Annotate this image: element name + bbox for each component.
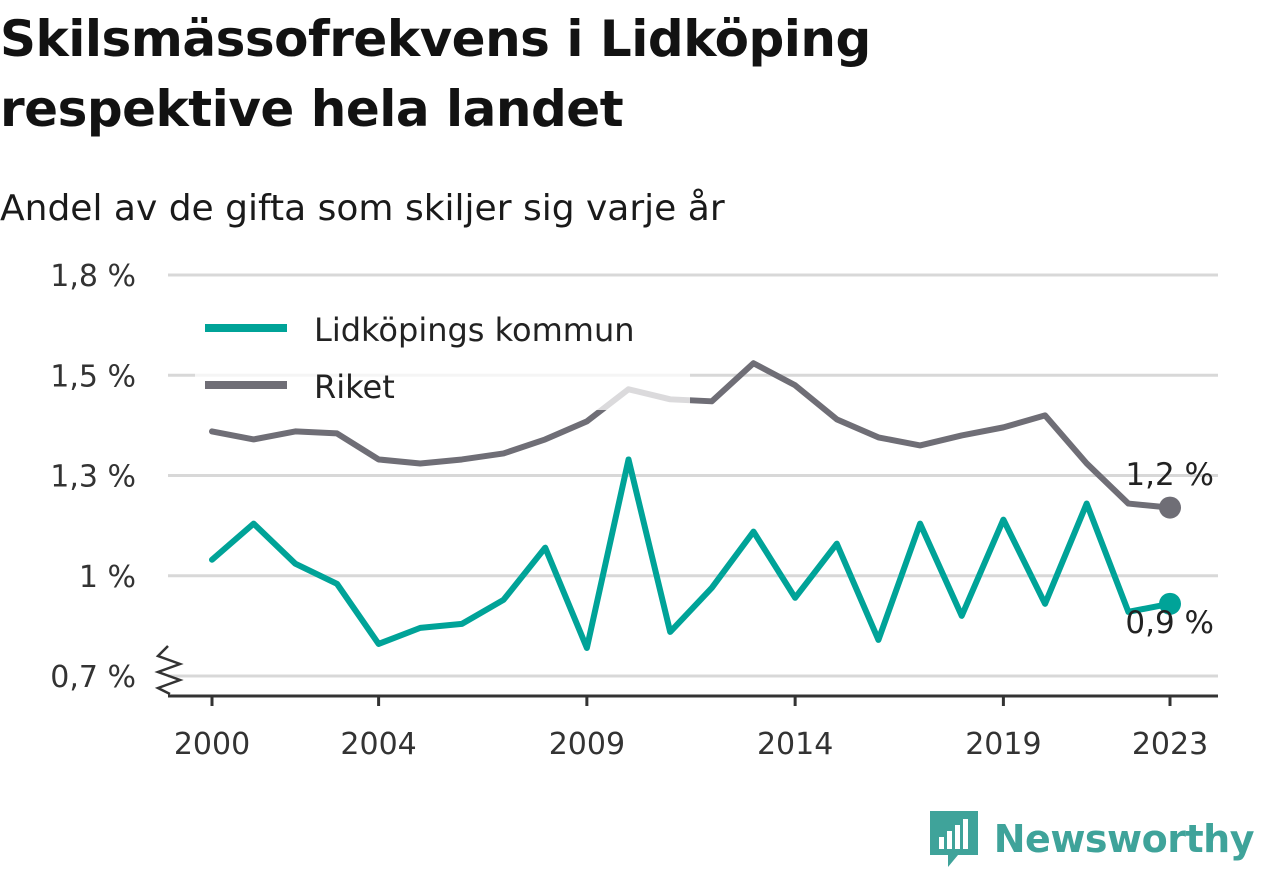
chart-title: Skilsmässofrekvens i Lidköping respektiv… bbox=[0, 10, 871, 138]
x-tick-label: 2019 bbox=[965, 727, 1041, 762]
y-tick-label: 1,8 % bbox=[50, 259, 136, 294]
y-tick-label: 1 % bbox=[79, 560, 136, 595]
series-line-lidkoping bbox=[209, 456, 1173, 651]
brand: Newsworthy bbox=[928, 809, 1255, 869]
legend-label-lidkoping: Lidköpings kommun bbox=[314, 311, 635, 349]
y-tick-label: 1,5 % bbox=[50, 359, 136, 394]
series-line-riket bbox=[209, 360, 1173, 511]
y-tick-label: 0,7 % bbox=[50, 660, 136, 695]
x-tick-label: 2009 bbox=[549, 727, 625, 762]
newsworthy-logo-icon bbox=[929, 811, 978, 867]
brand-name: Newsworthy bbox=[993, 817, 1255, 861]
legend-label-riket: Riket bbox=[314, 368, 395, 406]
legend: Lidköpings kommun Riket bbox=[205, 311, 635, 406]
end-value-label: 0,9 % bbox=[1125, 605, 1214, 641]
x-axis: 2000 2004 2009 2014 2019 2023 bbox=[168, 694, 1218, 762]
y-axis-ticks: 0,7 % 1 % 1,3 % 1,5 % 1,8 % bbox=[50, 259, 184, 696]
gridlines bbox=[168, 273, 1218, 678]
end-value-label: 1,2 % bbox=[1125, 457, 1214, 493]
end-point-marker bbox=[1159, 496, 1181, 519]
axis-break-icon bbox=[154, 645, 184, 696]
series-lines bbox=[195, 300, 1173, 651]
legend-background bbox=[195, 300, 690, 410]
x-tick-label: 2004 bbox=[340, 727, 416, 762]
x-tick-label: 2023 bbox=[1132, 727, 1208, 762]
end-labels: 0,9 % 1,2 % bbox=[1125, 457, 1214, 641]
x-tick-label: 2014 bbox=[757, 727, 833, 762]
x-tick-label: 2000 bbox=[174, 727, 250, 762]
end-point-marker bbox=[1159, 592, 1181, 615]
y-tick-label: 1,3 % bbox=[50, 460, 136, 495]
chart-subtitle: Andel av de gifta som skiljer sig varje … bbox=[0, 188, 725, 229]
